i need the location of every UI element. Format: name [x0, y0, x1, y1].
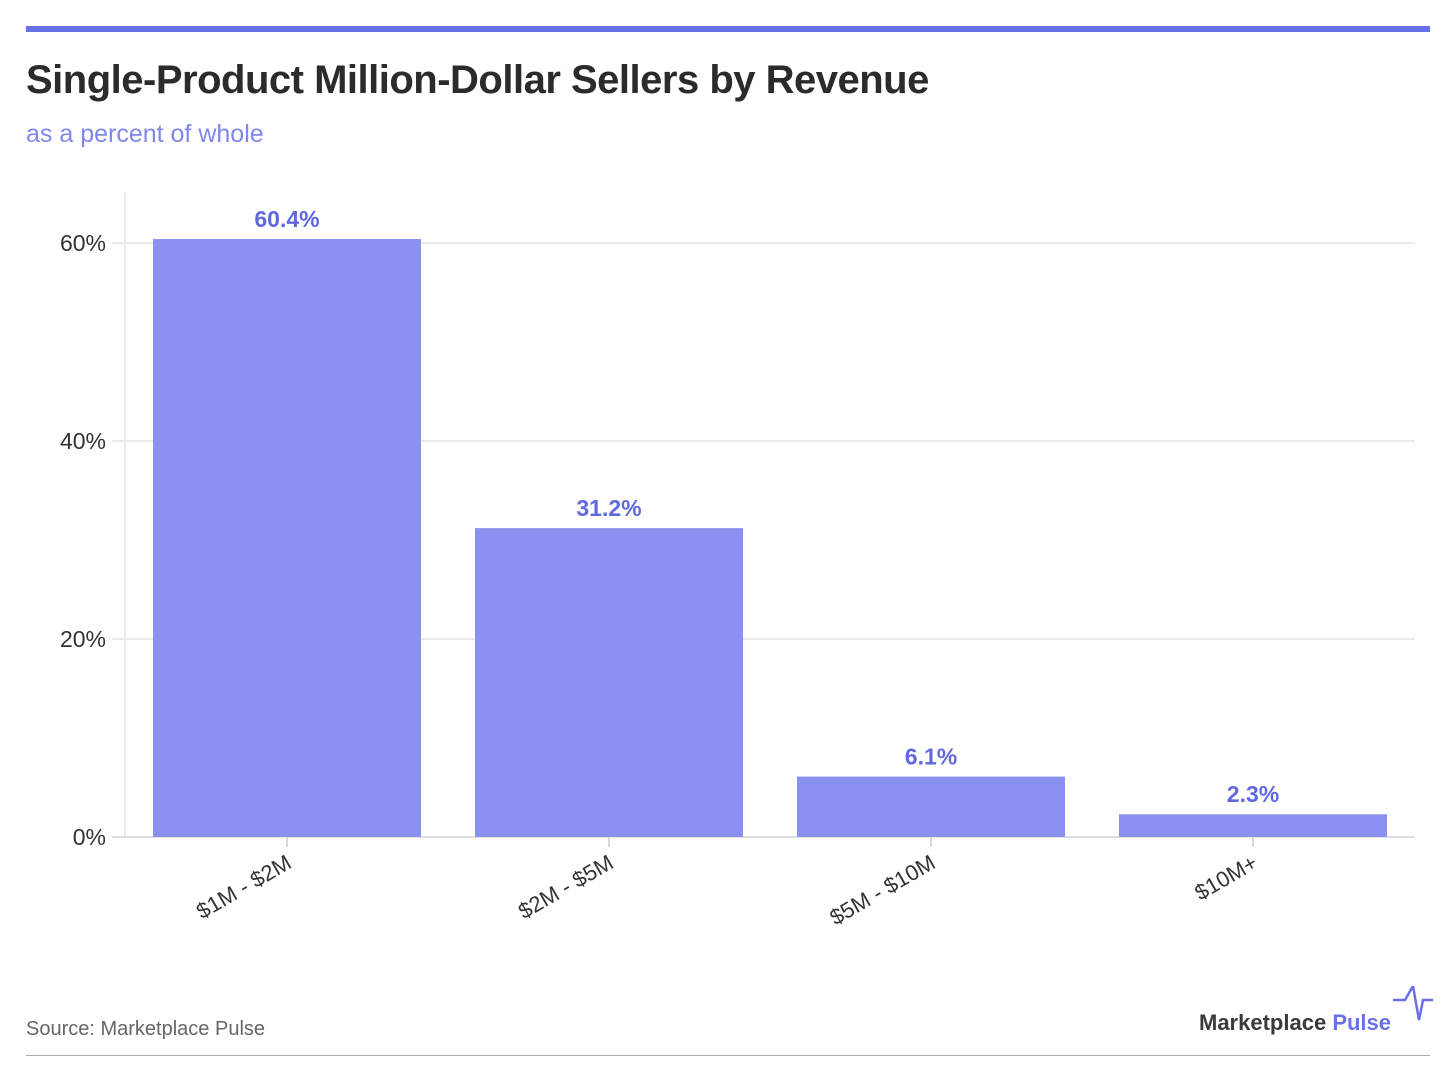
data-label: 2.3% — [1227, 781, 1279, 807]
chart-title: Single-Product Million-Dollar Sellers by… — [26, 58, 929, 102]
y-tick-label: 40% — [60, 428, 106, 454]
bar — [475, 528, 743, 837]
accent-top-bar — [26, 26, 1430, 32]
bar — [153, 239, 421, 838]
x-tick-label: $2M - $5M — [514, 850, 618, 924]
chart-subtitle: as a percent of whole — [26, 120, 264, 148]
x-tick-label: $5M - $10M — [825, 850, 939, 930]
data-label: 60.4% — [254, 206, 319, 232]
x-tick-label: $1M - $2M — [192, 850, 296, 924]
y-tick-label: 60% — [60, 230, 106, 256]
data-label: 31.2% — [576, 495, 641, 521]
marketplace-pulse-logo: Marketplace Pulse — [1199, 986, 1433, 1036]
bottom-divider — [26, 1055, 1430, 1056]
x-tick-label: $10M+ — [1190, 850, 1261, 906]
logo-word-2: Pulse — [1332, 1010, 1392, 1035]
y-tick-label: 20% — [60, 626, 106, 652]
source-note: Source: Marketplace Pulse — [26, 1018, 266, 1040]
logo-word-1: Marketplace — [1199, 1010, 1327, 1035]
bar — [1119, 814, 1387, 837]
pulse-icon — [1393, 986, 1433, 1021]
y-tick-label: 0% — [73, 824, 106, 850]
data-label: 6.1% — [905, 744, 957, 770]
bar — [797, 776, 1065, 837]
